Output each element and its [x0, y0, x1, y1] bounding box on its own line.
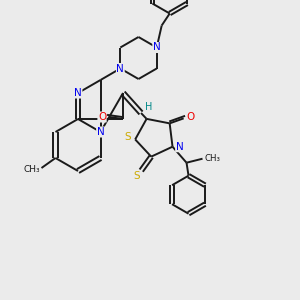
Text: H: H — [145, 102, 153, 112]
Text: N: N — [153, 43, 160, 52]
Text: CH₃: CH₃ — [23, 166, 40, 175]
Text: S: S — [133, 171, 140, 181]
Text: O: O — [98, 112, 106, 122]
Text: O: O — [187, 112, 195, 122]
Text: N: N — [74, 88, 82, 98]
Text: N: N — [176, 142, 183, 152]
Text: N: N — [116, 64, 124, 74]
Text: S: S — [125, 132, 131, 142]
Text: CH₃: CH₃ — [205, 154, 220, 163]
Text: N: N — [97, 127, 104, 137]
